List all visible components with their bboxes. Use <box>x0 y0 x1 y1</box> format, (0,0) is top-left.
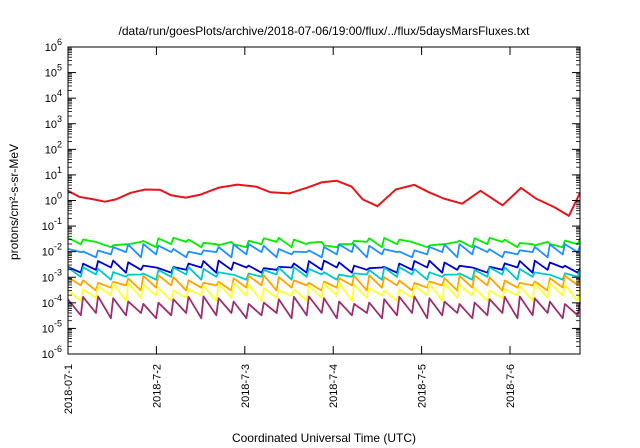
y-tick-label: 104 <box>45 88 62 105</box>
x-axis-label: Coordinated Universal Time (UTC) <box>232 431 416 445</box>
y-tick-label: 10-3 <box>42 267 62 284</box>
y-tick-label: 10-6 <box>42 344 62 361</box>
y-tick-label: 102 <box>45 139 62 156</box>
x-tick-label: 2018-7-4 <box>328 364 340 408</box>
series-line-8 <box>67 295 581 320</box>
x-tick-label: 2018-7-6 <box>505 364 517 408</box>
series-line-5 <box>67 266 581 281</box>
x-tick-label: 2018-7-3 <box>240 364 252 408</box>
series-line-1 <box>67 179 581 217</box>
y-tick-label: 101 <box>45 165 62 182</box>
y-axis-label: protons/cm²-s-sr-MeV <box>7 144 21 260</box>
x-tick-label: 2018-7-2 <box>151 364 163 408</box>
series-line-2 <box>67 236 581 249</box>
y-tick-label: 103 <box>45 114 62 131</box>
axes: 10-6 10-5 10-4 10-3 10-2 10-1 100 101 102 103 104 1… <box>42 37 581 414</box>
y-tick-label: 10-2 <box>42 242 62 259</box>
y-tick-label: 106 <box>45 37 62 54</box>
series-line-4 <box>67 259 581 274</box>
series-line-6 <box>67 274 581 292</box>
y-tick-label: 10-1 <box>42 216 62 233</box>
series-line-3 <box>67 243 581 259</box>
y-tick-label: 100 <box>45 191 62 208</box>
x-tick-label: 2018-07-1 <box>63 364 75 414</box>
series-line-7 <box>67 282 581 302</box>
y-tick-label: 10-4 <box>42 293 62 310</box>
x-tick-label: 2018-7-5 <box>417 364 429 408</box>
y-tick-label: 105 <box>45 63 62 80</box>
chart-title: /data/run/goesPlots/archive/2018-07-06/1… <box>119 24 531 38</box>
plot-area <box>67 179 581 320</box>
y-tick-label: 10-5 <box>42 318 62 335</box>
